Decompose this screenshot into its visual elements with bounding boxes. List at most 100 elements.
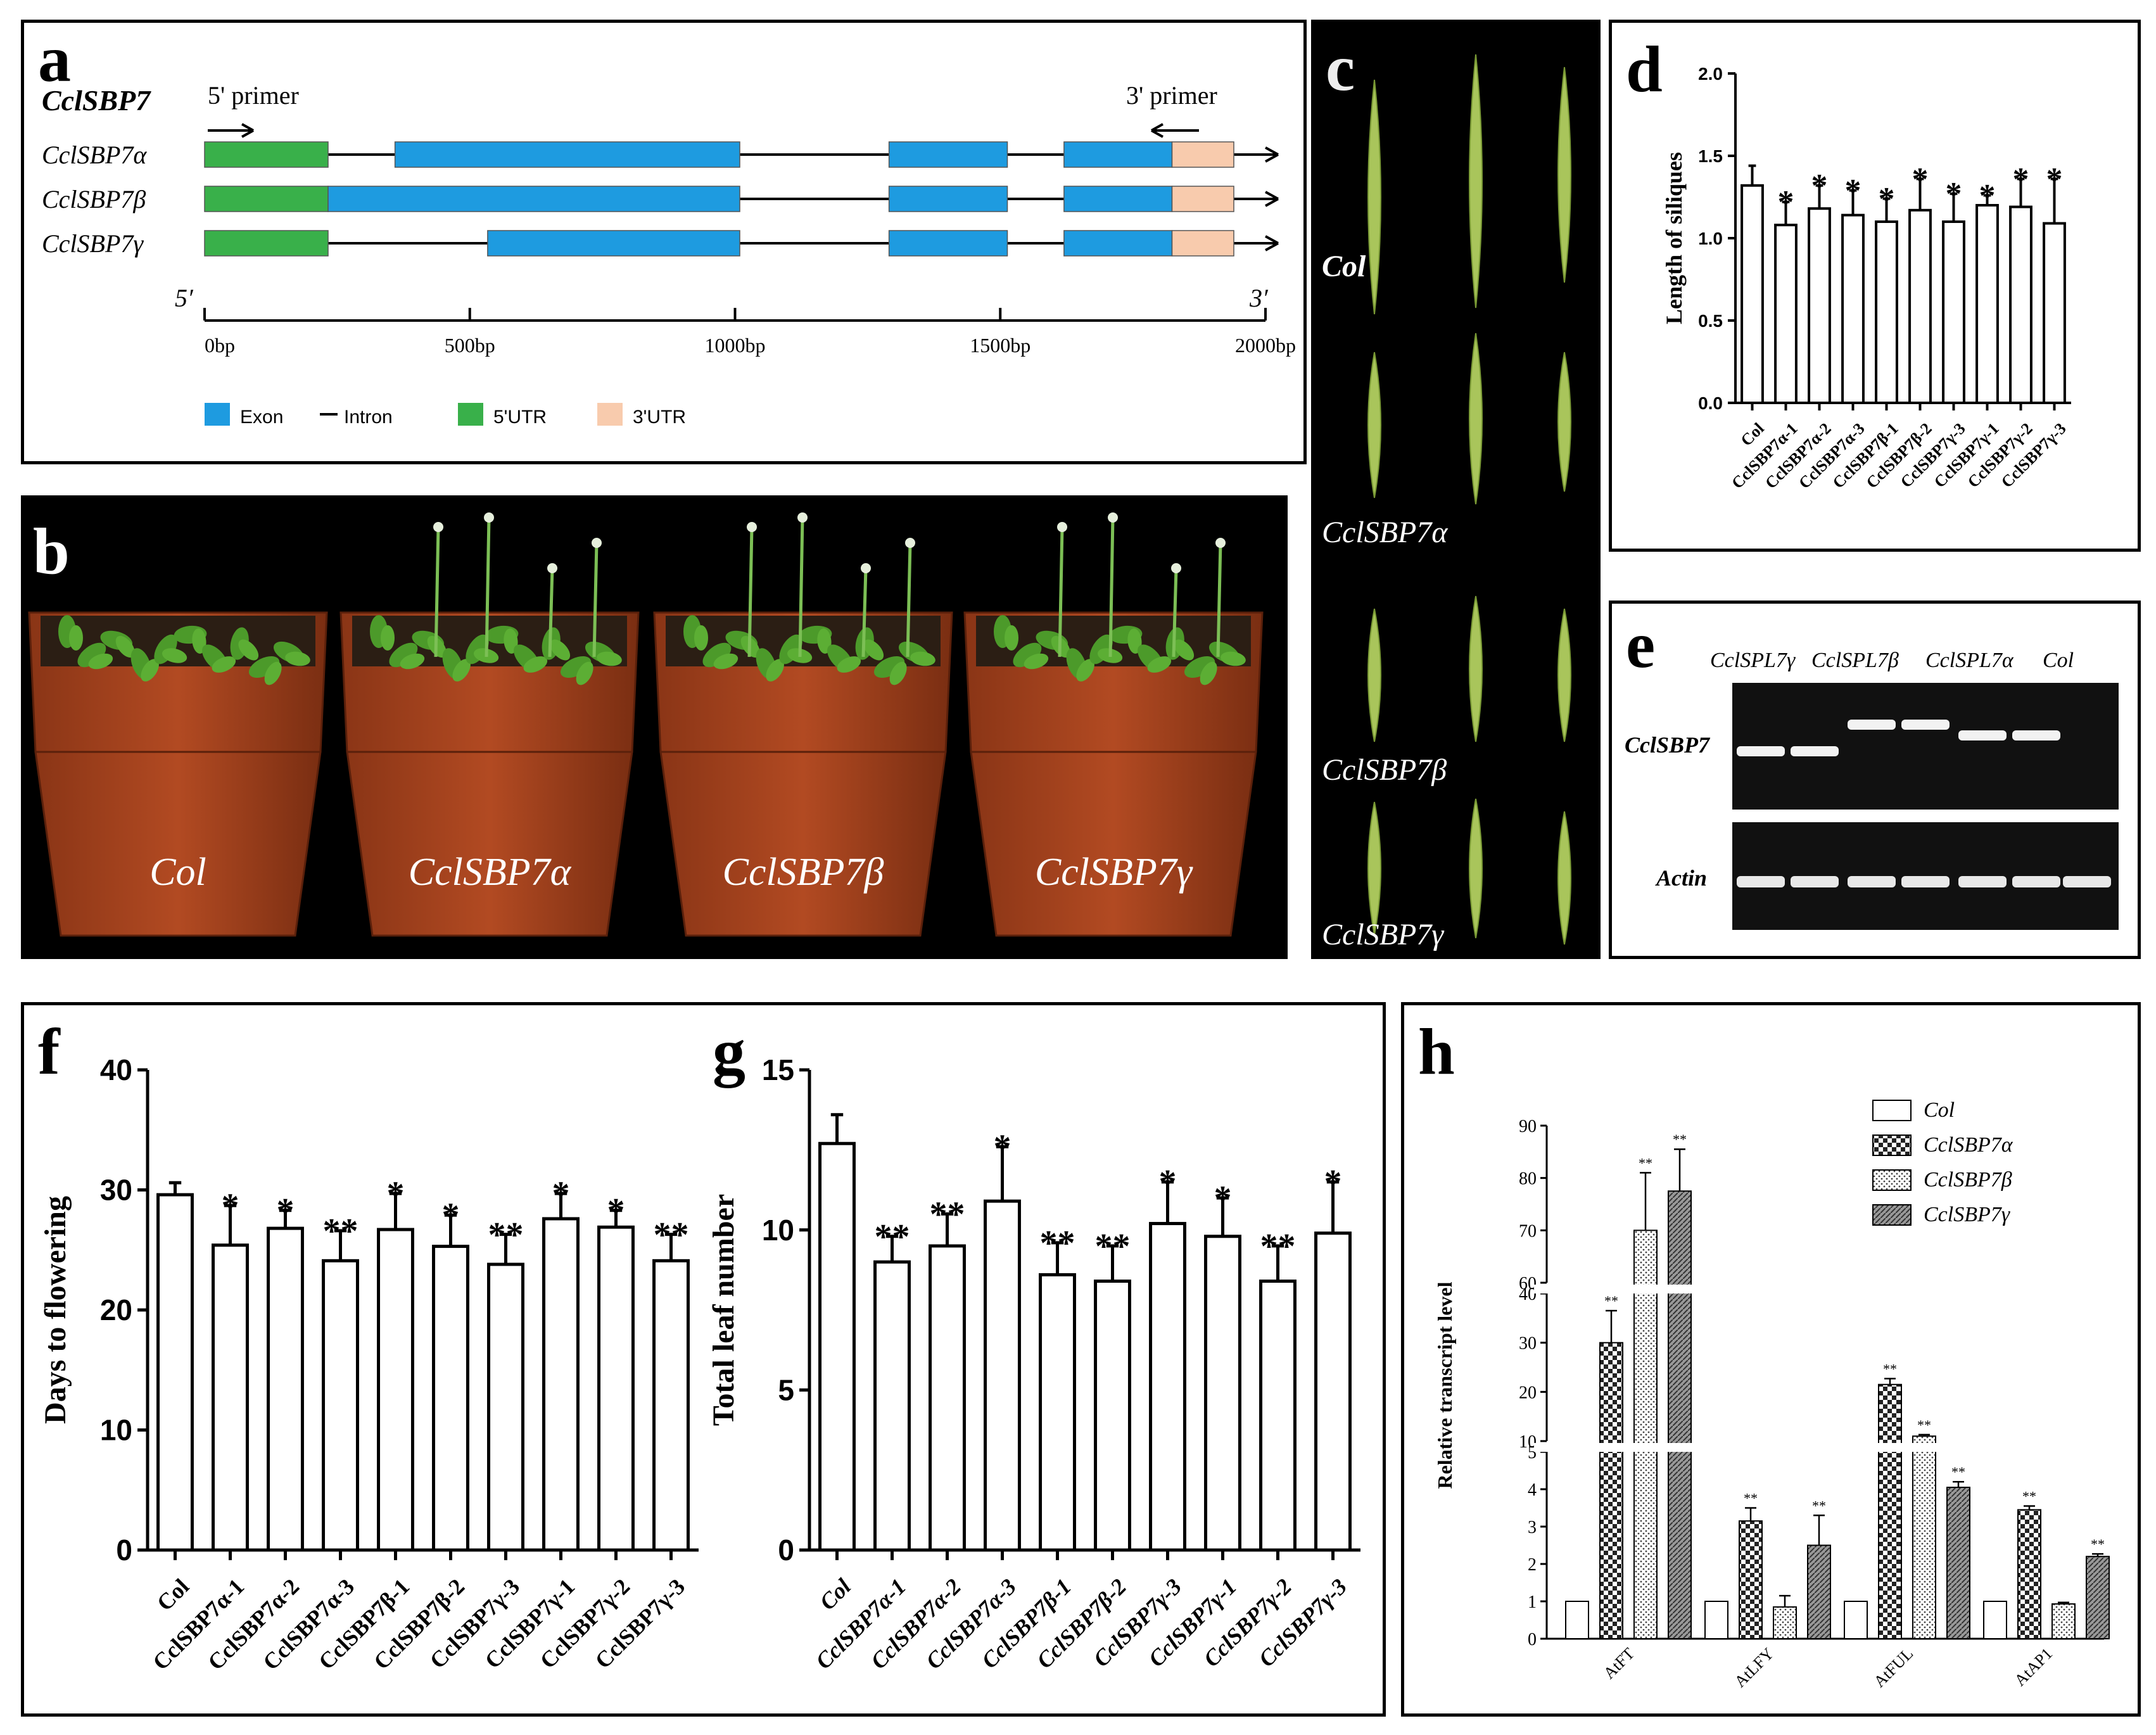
lane-group-label: CclSPL7β (1811, 649, 1899, 672)
inflorescence-stem (906, 542, 912, 658)
bar (487, 1262, 524, 1552)
bar (2086, 1556, 2110, 1640)
inflorescence-stem (434, 526, 440, 658)
significance-mark: * (277, 1192, 295, 1231)
legend-swatch (1872, 1169, 1912, 1191)
bar (2051, 1603, 2076, 1640)
leaf (1076, 659, 1094, 682)
actin-band (2012, 876, 2060, 887)
significance-mark: * (607, 1192, 625, 1231)
legend-swatch (205, 403, 230, 426)
exon-box (888, 141, 1008, 168)
significance-mark: ** (1260, 1227, 1296, 1266)
actin-band (1791, 876, 1839, 887)
significance-mark: ** (930, 1195, 965, 1235)
leaf (162, 648, 187, 663)
end3-label: 3′ (1249, 284, 1269, 312)
silique-label: Col (1322, 250, 1366, 283)
y-axis-label: Days to flowering (39, 1196, 72, 1424)
panel-e: e CclSPL7γ CclSPL7β CclSPL7α Col CclSBP7 Acti… (1609, 601, 2141, 959)
bar (1774, 224, 1798, 404)
gel-band (1791, 746, 1839, 756)
actin-band (1901, 876, 1950, 887)
scale-tick-label: 2000bp (1235, 334, 1296, 357)
legend-label: 3'UTR (633, 407, 686, 428)
leaf (1013, 642, 1042, 668)
pot-body (346, 751, 633, 937)
lane-group-label: Col (2043, 649, 2074, 672)
plant-label: Col (149, 851, 206, 894)
category-label: Col (152, 1573, 194, 1615)
y-tick-label: 40 (1519, 1285, 1537, 1304)
silique (1469, 595, 1483, 742)
bar (1983, 1601, 2007, 1639)
bar (377, 1228, 414, 1552)
leaf (400, 653, 425, 670)
bar (1149, 1222, 1186, 1552)
inflorescence-stem (747, 526, 754, 658)
significance-mark: ** (1095, 1227, 1131, 1266)
significance-mark: ** (1744, 1490, 1758, 1506)
primer5-label: 5' primer (208, 81, 299, 110)
significance-mark: ** (2091, 1536, 2105, 1552)
gel-row-label: Actin (1655, 865, 1707, 891)
y-tick-label: 10 (1519, 1432, 1537, 1452)
strand-arrowhead (1265, 235, 1279, 251)
y-tick-label: 3 (1528, 1518, 1537, 1537)
significance-mark: * (994, 1128, 1011, 1167)
flower (1215, 538, 1226, 548)
silique (1469, 54, 1483, 308)
panel-label-c: c (1326, 32, 1355, 105)
utr3-box (1171, 186, 1234, 212)
leaf (264, 661, 282, 685)
leaf (863, 639, 884, 661)
gel-row-label: CclSBP7 (1625, 732, 1711, 758)
leaf (1200, 661, 1217, 685)
significance-mark: ** (1604, 1293, 1618, 1309)
exon-box (487, 230, 740, 257)
bar (432, 1245, 469, 1552)
significance-mark: * (1912, 162, 1929, 198)
y-tick-label: 15 (762, 1053, 794, 1086)
leaf (77, 642, 106, 668)
flower (1057, 522, 1067, 532)
leaf (141, 659, 159, 682)
silique (1557, 811, 1571, 945)
significance-mark: * (1214, 1179, 1232, 1218)
gene-structure-diagram: CclSBP7 5' primer 3' primer CclSBP7α CclSBP7… (42, 81, 1296, 428)
plant-label: CclSBP7β (723, 851, 884, 894)
flower (1108, 512, 1118, 523)
primer3-arrowhead (1151, 123, 1164, 138)
exon-box (394, 141, 740, 168)
significance-mark: ** (1639, 1155, 1652, 1171)
y-tick-label: 20 (100, 1293, 132, 1326)
legend-swatch (1872, 1100, 1912, 1121)
gel-band (1958, 730, 2007, 740)
y-tick-label: 1.5 (1698, 146, 1723, 166)
plants-photo: Col CclSBP7α CclSBP7β CclSBP7γ (28, 512, 1264, 937)
bar (1773, 1606, 1797, 1639)
leaf (576, 661, 593, 685)
significance-mark: * (552, 1174, 570, 1214)
flower (861, 563, 871, 573)
exon-box (1063, 186, 1173, 212)
silique (1469, 798, 1483, 939)
significance-mark: * (1845, 173, 1861, 209)
legend-swatch (1872, 1204, 1912, 1226)
bar (1739, 1520, 1763, 1640)
leaf (389, 642, 418, 668)
strand-arrowhead (1265, 191, 1279, 207)
bar (984, 1199, 1021, 1552)
exon-box (1063, 230, 1173, 257)
leaf (192, 628, 206, 654)
leaf (504, 628, 518, 654)
y-tick-label: 40 (100, 1053, 132, 1086)
y-tick-label: 80 (1519, 1169, 1537, 1189)
y-tick-label: 0.5 (1698, 311, 1723, 331)
inflorescence-stem (548, 568, 554, 658)
panel-c: Col CclSBP7α CclSBP7β CclSBP7γ c (1311, 20, 1601, 959)
y-tick-label: 4 (1528, 1480, 1537, 1500)
leaf (381, 625, 395, 651)
y-tick-label: 1.0 (1698, 229, 1723, 248)
significance-mark: * (1946, 176, 1962, 212)
